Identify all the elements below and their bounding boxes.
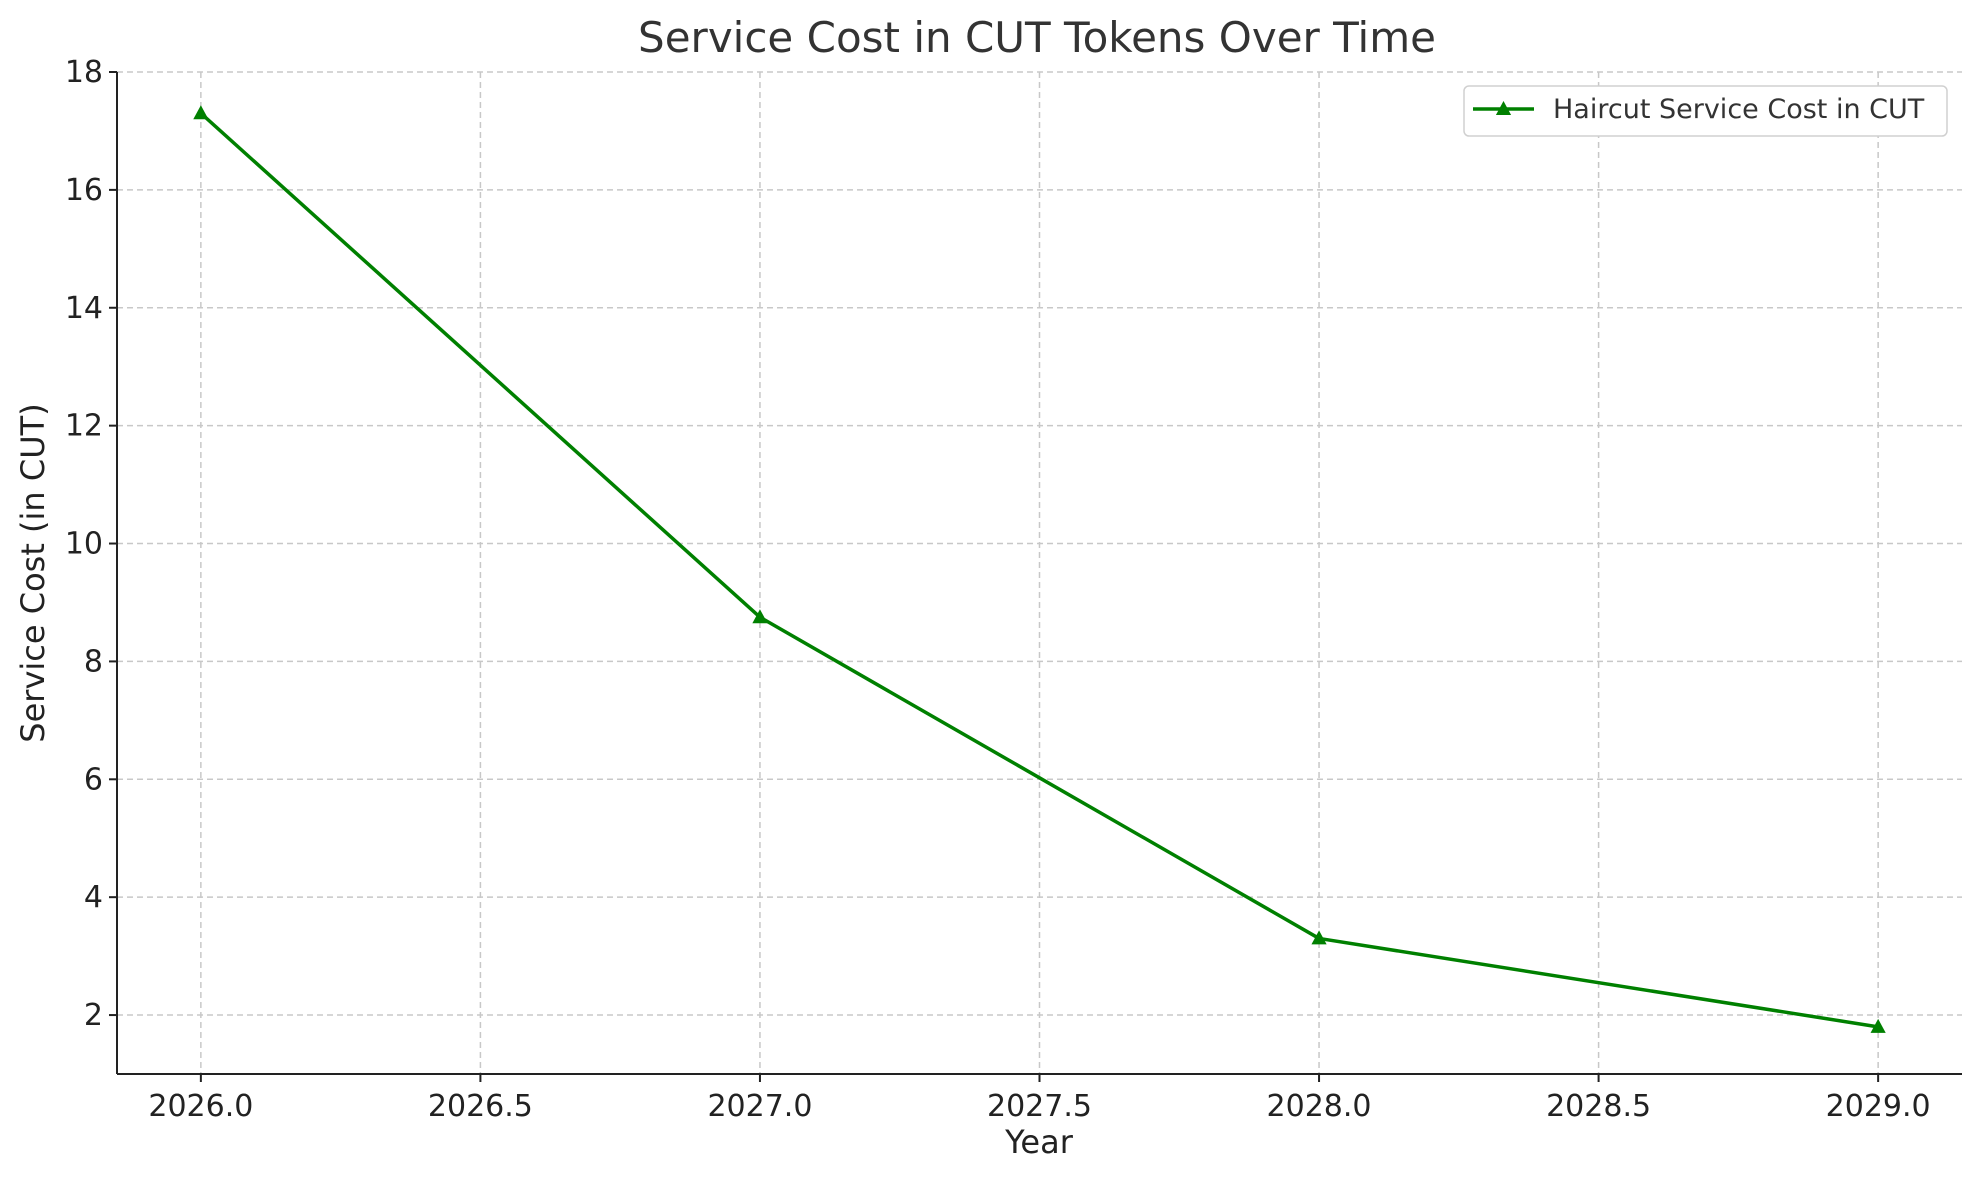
y-axis-label: Service Cost (in CUT) [14,403,52,742]
x-tick-label: 2027.0 [707,1089,812,1124]
legend-label: Haircut Service Cost in CUT [1553,94,1925,125]
y-tick-label: 14 [65,291,103,326]
x-tick-label: 2029.0 [1826,1089,1931,1124]
x-tick-label: 2028.5 [1546,1089,1651,1124]
grid-lines [117,71,1962,1074]
y-tick-label: 12 [65,409,103,444]
plot-area [193,105,1886,1033]
y-tick-label: 2 [84,998,103,1033]
legend: Haircut Service Cost in CUT [1463,85,1948,137]
y-tick-label: 8 [84,644,103,679]
x-tick-label: 2026.0 [148,1089,253,1124]
x-tick-label: 2027.5 [987,1089,1092,1124]
chart-title: Service Cost in CUT Tokens Over Time [638,13,1436,62]
data-point-marker [1870,1018,1886,1033]
y-tick-label: 4 [84,880,103,915]
data-point-marker [1311,930,1327,945]
x-axis-label: Year [1004,1123,1074,1161]
x-tick-label: 2026.5 [428,1089,533,1124]
series-line [199,111,1879,1029]
data-point-marker [752,609,768,624]
y-axis-ticks: 2 4 6 8 10 12 14 16 18 [65,55,117,1033]
y-tick-label: 10 [65,527,103,562]
legend-triangle-marker-icon [1495,101,1512,115]
y-tick-label: 6 [84,762,103,797]
data-point-marker [193,105,209,120]
y-tick-label: 16 [65,173,103,208]
x-tick-label: 2028.0 [1267,1089,1372,1124]
legend-box [1463,85,1948,137]
y-tick-label: 18 [65,55,103,90]
x-axis-ticks: 2026.0 2026.5 2027.0 2027.5 2028.0 2028.5 2029… [148,1074,1931,1124]
